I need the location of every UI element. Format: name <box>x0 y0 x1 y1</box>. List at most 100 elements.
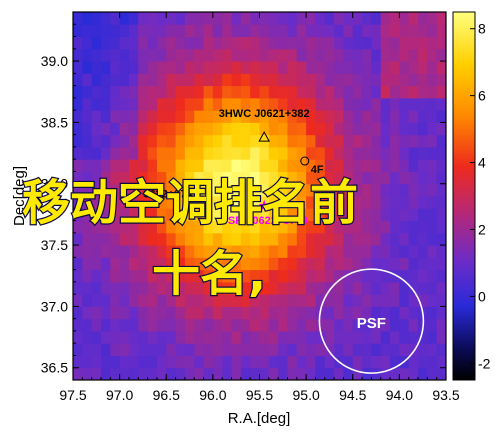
heatmap-cell <box>436 318 446 332</box>
heatmap-cell <box>278 61 288 74</box>
heatmap-cell <box>119 36 130 50</box>
heatmap-cell <box>138 281 149 295</box>
heatmap-cell <box>380 110 391 123</box>
heatmap-cell <box>138 318 149 332</box>
heatmap-cell <box>128 48 139 62</box>
heatmap-cell <box>175 367 186 380</box>
heatmap-cell <box>362 110 372 123</box>
heatmap-cell <box>268 97 279 111</box>
heatmap-cell <box>436 122 446 136</box>
heatmap-cell <box>231 159 242 172</box>
heatmap-cell <box>296 159 307 172</box>
heatmap-cell <box>128 294 139 307</box>
heatmap-cell <box>203 208 214 222</box>
heatmap-cell <box>259 73 270 87</box>
heatmap-cell <box>268 208 279 222</box>
heatmap-cell <box>334 232 344 246</box>
heatmap-cell <box>147 110 158 123</box>
colorbar-tick-label: 8 <box>478 21 486 37</box>
heatmap-cell <box>231 122 242 136</box>
heatmap-cell <box>362 330 372 344</box>
heatmap-cell <box>427 330 438 344</box>
heatmap-cell <box>156 73 167 87</box>
heatmap-cell <box>231 97 242 111</box>
heatmap-cell <box>334 134 344 148</box>
heatmap-cell <box>268 110 279 123</box>
heatmap-cell <box>73 110 83 123</box>
heatmap-cell <box>427 97 438 111</box>
heatmap-cell <box>408 48 419 62</box>
heatmap-cell <box>399 183 410 197</box>
heatmap-cell <box>287 232 298 246</box>
heatmap-cell <box>380 171 391 185</box>
heatmap-cell <box>250 36 260 50</box>
heatmap-cell <box>287 159 298 172</box>
heatmap-cell <box>73 269 83 283</box>
heatmap-cell <box>343 318 354 332</box>
heatmap-cell <box>119 318 130 332</box>
heatmap-cell <box>427 220 438 234</box>
heatmap-cell <box>418 343 428 356</box>
heatmap-cell <box>156 85 167 99</box>
heatmap-cell <box>128 232 139 246</box>
heatmap-cell <box>427 12 438 13</box>
heatmap-cell <box>408 245 419 258</box>
heatmap-cell <box>194 245 205 258</box>
heatmap-cell <box>362 245 372 258</box>
heatmap-cell <box>371 355 382 369</box>
heatmap-cell <box>287 208 298 222</box>
heatmap-cell <box>240 245 251 258</box>
heatmap-cell <box>278 183 288 197</box>
heatmap-cell <box>222 183 233 197</box>
heatmap-cell <box>334 281 344 295</box>
heatmap-cell <box>259 48 270 62</box>
heatmap-cell <box>73 318 83 332</box>
heatmap-cell <box>156 171 167 185</box>
heatmap-cell <box>334 24 344 38</box>
heatmap-cell <box>390 73 400 87</box>
heatmap-cell <box>436 159 446 172</box>
heatmap-cell <box>119 122 130 136</box>
heatmap-cell <box>250 146 260 160</box>
heatmap-cell <box>231 171 242 185</box>
psf-circle <box>318 268 425 374</box>
heatmap-cell <box>362 61 372 74</box>
heatmap-cell <box>73 318 74 332</box>
heatmap-cell <box>427 48 438 62</box>
heatmap-cell <box>194 110 205 123</box>
heatmap-cell <box>408 183 419 197</box>
heatmap-cell <box>184 269 195 283</box>
heatmap-cell <box>334 12 344 13</box>
heatmap-cell <box>371 281 382 295</box>
heatmap-cell <box>399 330 410 344</box>
heatmap-cell <box>119 146 130 160</box>
heatmap-cell <box>408 171 419 185</box>
heatmap-cell <box>147 146 158 160</box>
heatmap-cell <box>343 183 354 197</box>
heatmap-cell <box>184 318 195 332</box>
heatmap-cell <box>82 343 93 356</box>
x-tick-label: 97.0 <box>106 387 133 403</box>
heatmap-cell <box>371 48 382 62</box>
heatmap-cell <box>427 134 438 148</box>
heatmap-cell <box>231 281 242 295</box>
heatmap-cell <box>212 232 223 246</box>
heatmap-cell <box>268 367 279 380</box>
heatmap-cell <box>296 183 307 197</box>
heatmap-cell <box>100 36 111 50</box>
heatmap-cell <box>184 48 195 62</box>
heatmap-cell <box>343 208 354 222</box>
heatmap-cell <box>343 12 354 13</box>
heatmap-cell <box>110 171 121 185</box>
heatmap-cell <box>119 232 130 246</box>
heatmap-cell <box>231 12 242 25</box>
heatmap-cell <box>278 380 288 393</box>
heatmap-cell <box>222 196 233 209</box>
heatmap-cell <box>399 24 410 38</box>
heatmap-cell <box>166 208 177 222</box>
heatmap-cell <box>128 183 139 197</box>
heatmap-cell <box>91 208 102 222</box>
heatmap-cell <box>268 122 279 136</box>
heatmap-cell <box>259 110 270 123</box>
heatmap-cell <box>287 146 298 160</box>
